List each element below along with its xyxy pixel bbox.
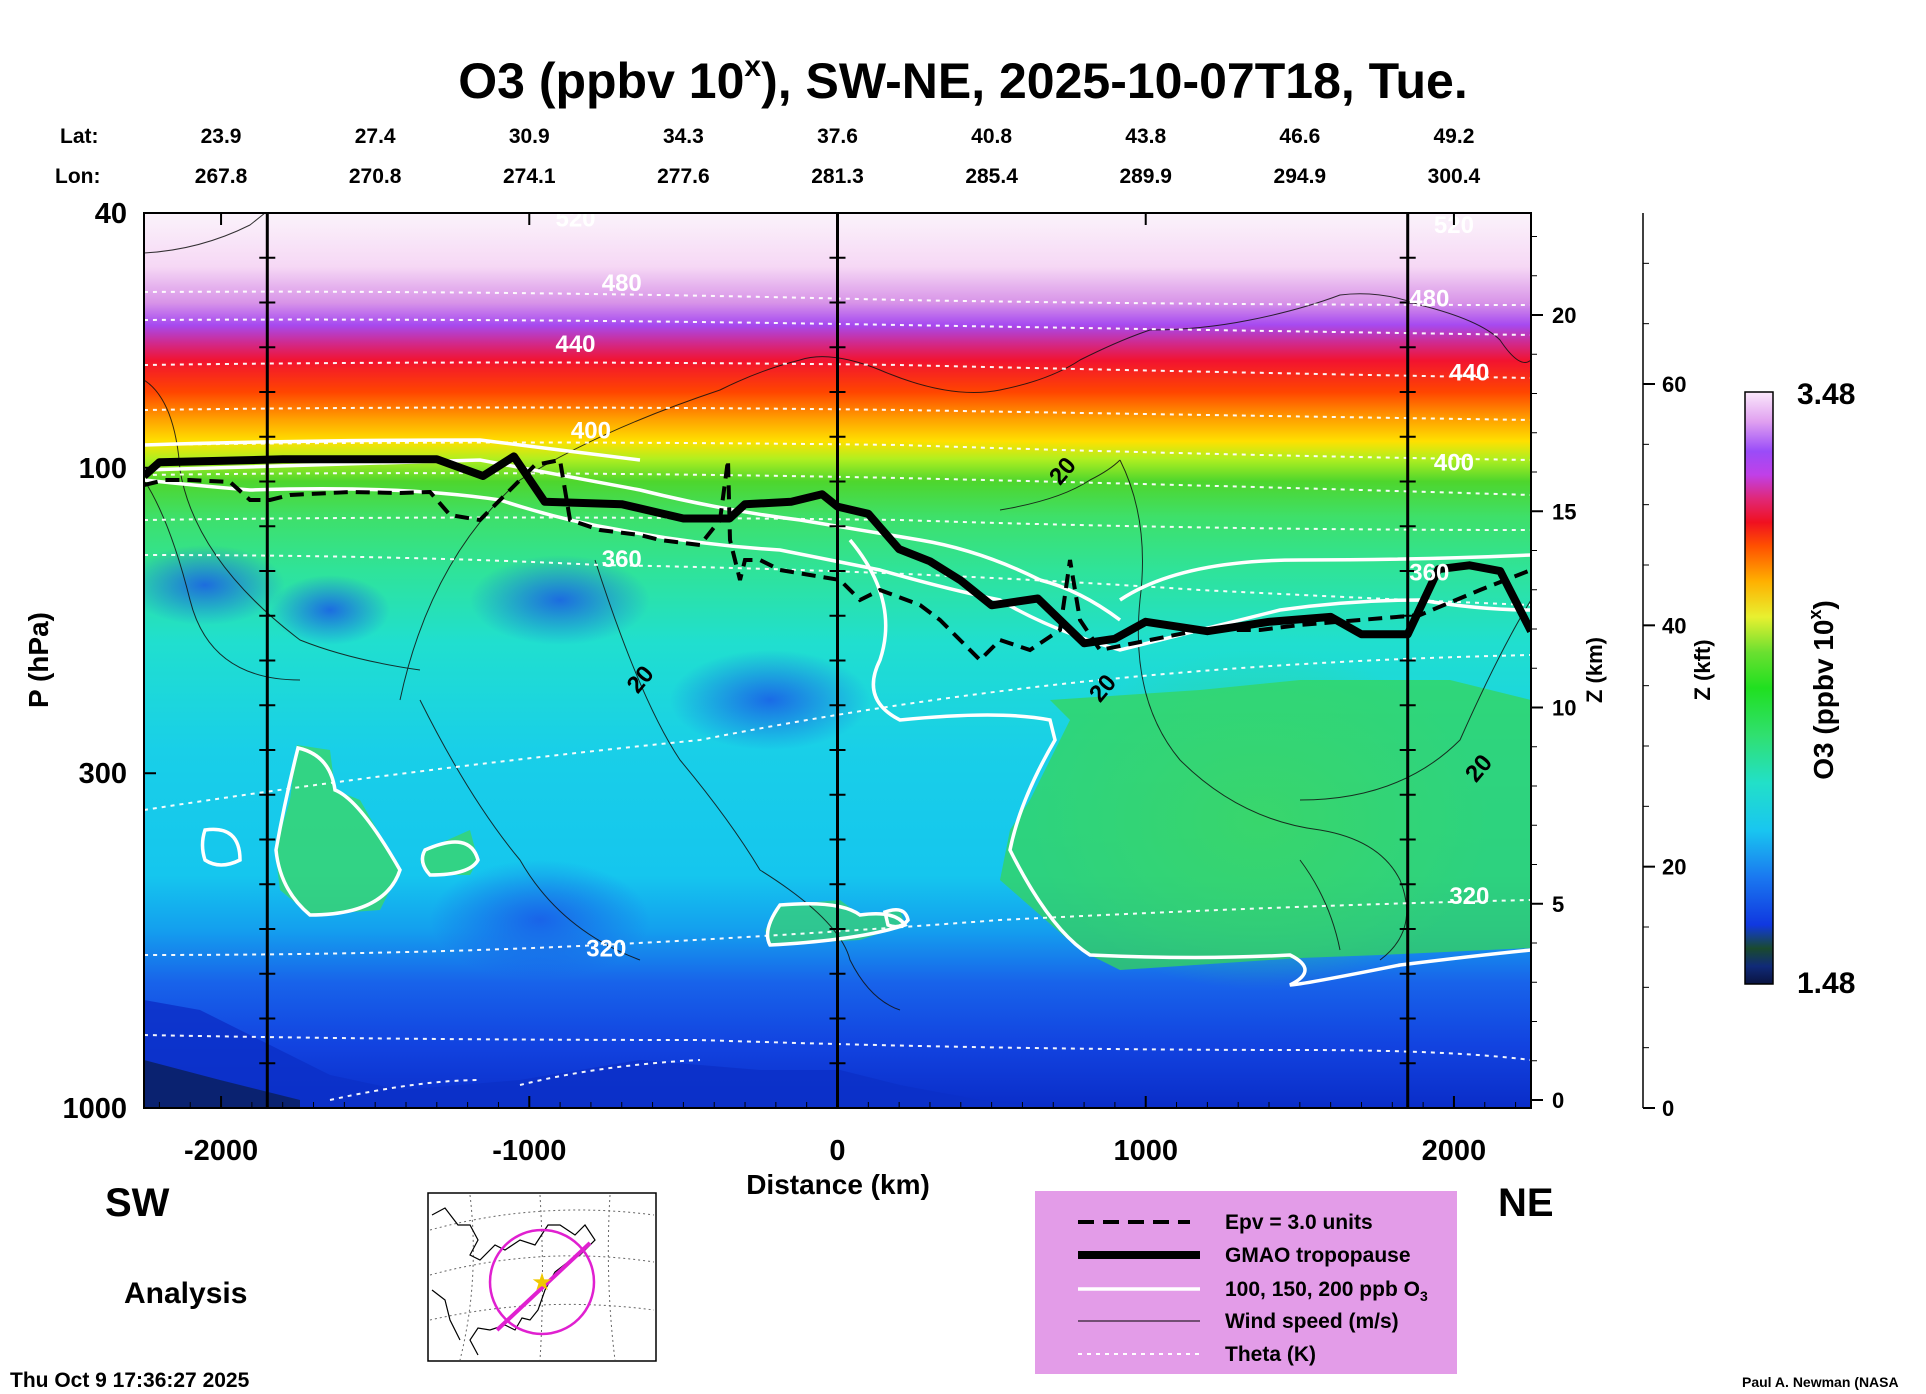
lat-value: 37.6 bbox=[817, 125, 858, 148]
y-tick-label: 300 bbox=[79, 758, 127, 790]
z-km-axis: 0 5 10 15 20 bbox=[1530, 213, 1576, 1113]
x-tick-label: -1000 bbox=[492, 1135, 566, 1167]
coastline bbox=[431, 1207, 596, 1356]
lat-header-label: Lat: bbox=[60, 125, 99, 148]
lat-value: 34.3 bbox=[663, 125, 704, 148]
x-tick-label: 1000 bbox=[1113, 1135, 1178, 1167]
lat-value: 27.4 bbox=[355, 125, 396, 148]
ne-direction-label: NE bbox=[1498, 1181, 1554, 1225]
colorbar-min-label: 1.48 bbox=[1797, 967, 1855, 1000]
theta-lines bbox=[144, 290, 1531, 1101]
lon-value: 277.6 bbox=[657, 165, 710, 188]
z-km-label: Z (km) bbox=[1582, 637, 1607, 703]
x-axis-label: Distance (km) bbox=[746, 1169, 930, 1200]
range-circle bbox=[488, 1228, 596, 1336]
theta-label: 360 bbox=[602, 546, 642, 573]
x-axis: -2000 -1000 0 1000 2000 bbox=[158, 213, 1517, 1167]
theta-label: 520 bbox=[555, 206, 595, 233]
legend-item-wind: Wind speed (m/s) bbox=[1225, 1310, 1399, 1333]
ozone-blue-patch bbox=[470, 555, 650, 645]
ozone-blue-patch bbox=[670, 650, 870, 750]
lon-value: 274.1 bbox=[503, 165, 556, 188]
x-tick-label: 0 bbox=[829, 1135, 845, 1167]
lat-value: 40.8 bbox=[971, 125, 1012, 148]
z-km-tick-label: 10 bbox=[1552, 696, 1576, 721]
legend: Epv = 3.0 units GMAO tropopause 100, 150… bbox=[1035, 1191, 1457, 1374]
cross-section-track bbox=[495, 1241, 592, 1332]
theta-label: 480 bbox=[1409, 286, 1449, 313]
y-tick-label: 40 bbox=[95, 198, 127, 230]
locator-map: ★ bbox=[427, 1192, 657, 1362]
lon-value: 270.8 bbox=[349, 165, 402, 188]
z-km-tick-label: 15 bbox=[1552, 499, 1576, 524]
lat-value: 46.6 bbox=[1279, 125, 1320, 148]
y-axis: 1000 300 100 40 bbox=[62, 198, 156, 1125]
y-tick-label: 100 bbox=[79, 453, 127, 485]
center-star-icon: ★ bbox=[531, 1268, 553, 1296]
z-km-tick-label: 0 bbox=[1552, 1088, 1564, 1113]
theta-label: 480 bbox=[602, 270, 642, 297]
y-axis-label: P (hPa) bbox=[23, 612, 54, 708]
gmao-tropopause-line bbox=[144, 452, 1531, 648]
chart-title: O3 (ppbv 10x), SW-NE, 2025-10-07T18, Tue… bbox=[458, 50, 1468, 109]
lon-value: 294.9 bbox=[1274, 165, 1327, 188]
sw-direction-label: SW bbox=[105, 1181, 170, 1225]
ozone-green-core bbox=[1030, 650, 1490, 990]
z-kft-tick-label: 40 bbox=[1662, 613, 1686, 638]
timestamp: Thu Oct 9 17:36:27 2025 bbox=[10, 1369, 250, 1392]
ozone-blue-patch bbox=[430, 860, 650, 980]
legend-item-ozone: 100, 150, 200 ppb O3 bbox=[1225, 1278, 1428, 1304]
z-kft-tick-label: 0 bbox=[1662, 1096, 1674, 1121]
theta-label: 320 bbox=[586, 936, 626, 963]
legend-item-theta: Theta (K) bbox=[1225, 1343, 1316, 1366]
theta-label: 320 bbox=[1449, 883, 1489, 910]
analysis-label: Analysis bbox=[124, 1277, 247, 1310]
z-km-tick-label: 5 bbox=[1552, 892, 1564, 917]
wind-contours bbox=[144, 213, 1531, 1011]
colorbar bbox=[1744, 391, 1774, 985]
ozone-blue-patch bbox=[270, 575, 390, 645]
theta-label: 440 bbox=[1449, 359, 1489, 386]
z-km-tick-label: 20 bbox=[1552, 303, 1576, 328]
legend-item-tropopause: GMAO tropopause bbox=[1225, 1244, 1411, 1267]
ozone-blue-patch bbox=[144, 545, 285, 625]
lat-lon-row: 23.9 267.8 27.4 270.8 30.9 274.1 34.3 277.6 37.6… bbox=[195, 125, 1481, 188]
ozone-dark-surface bbox=[144, 1000, 1050, 1108]
ozone-contours bbox=[144, 438, 1531, 987]
lat-value: 23.9 bbox=[201, 125, 242, 148]
lon-header-label: Lon: bbox=[55, 165, 100, 188]
x-tick-label: 2000 bbox=[1422, 1135, 1487, 1167]
z-kft-axis: 0 20 40 60 bbox=[1642, 213, 1686, 1121]
theta-label: 360 bbox=[1409, 560, 1449, 587]
colorbar-title: O3 (ppbv 10x) bbox=[1805, 600, 1839, 780]
z-kft-tick-label: 20 bbox=[1662, 855, 1686, 880]
vertical-markers bbox=[259, 213, 1416, 1108]
lon-value: 289.9 bbox=[1119, 165, 1172, 188]
theta-label: 440 bbox=[555, 331, 595, 358]
lon-value: 281.3 bbox=[811, 165, 864, 188]
ozone-darkest-surface bbox=[144, 1060, 300, 1108]
colorbar-max-label: 3.48 bbox=[1797, 378, 1855, 411]
credit: Paul A. Newman (NASA bbox=[1742, 1374, 1899, 1390]
lat-value: 30.9 bbox=[509, 125, 550, 148]
theta-label: 400 bbox=[1434, 450, 1474, 477]
z-kft-label: Z (kft) bbox=[1690, 639, 1715, 700]
ozone-green-blob bbox=[420, 830, 478, 875]
lon-value: 267.8 bbox=[195, 165, 248, 188]
lon-value: 300.4 bbox=[1428, 165, 1481, 188]
z-kft-tick-label: 60 bbox=[1662, 372, 1686, 397]
lat-value: 43.8 bbox=[1125, 125, 1166, 148]
x-tick-label: -2000 bbox=[184, 1135, 258, 1167]
legend-item-epv: Epv = 3.0 units bbox=[1225, 1211, 1373, 1234]
lon-value: 285.4 bbox=[965, 165, 1018, 188]
lat-value: 49.2 bbox=[1434, 125, 1475, 148]
ozone-green-blob bbox=[275, 745, 400, 915]
y-tick-label: 1000 bbox=[62, 1093, 127, 1125]
theta-label: 400 bbox=[571, 417, 611, 444]
